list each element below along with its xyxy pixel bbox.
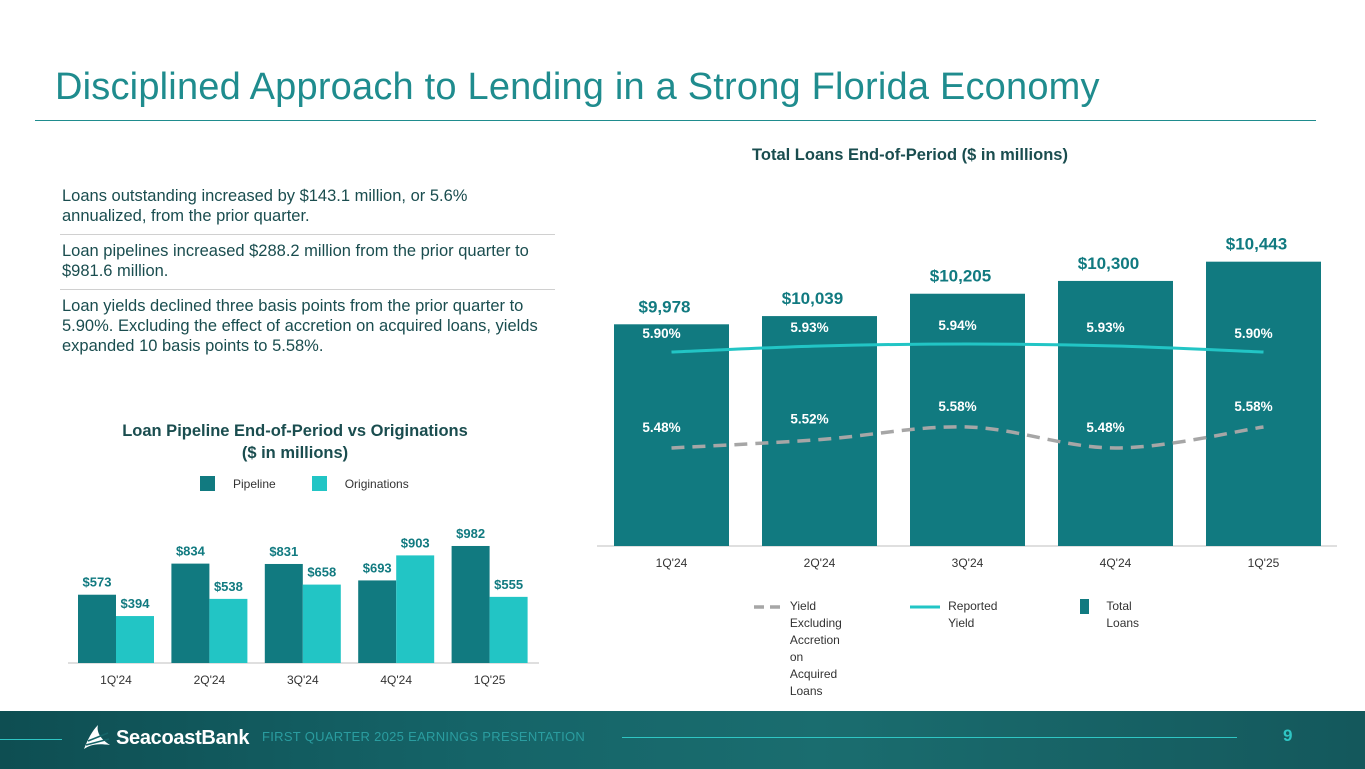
legend-swatch-originations — [311, 476, 327, 491]
pipeline-data-label: $982 — [456, 526, 485, 541]
legend-yield-excl-line3: Acquired Loans — [789, 667, 838, 698]
total-loans-data-label: $10,039 — [782, 289, 843, 308]
bullet-loans-outstanding: Loans outstanding increased by $143.1 mi… — [60, 180, 555, 235]
title-divider — [35, 120, 1316, 121]
pipeline-chart-title-line1: Loan Pipeline End-of-Period vs Originati… — [122, 422, 468, 440]
legend-label-originations: Originations — [344, 476, 409, 491]
originations-data-label: $394 — [121, 596, 151, 611]
originations-bar — [116, 616, 154, 663]
pipeline-x-tick-label: 1Q'24 — [100, 673, 132, 687]
legend-swatch-pipeline — [200, 476, 215, 491]
legend-yield-excl-line2: Accretion on — [789, 633, 840, 664]
footer-rule-left — [0, 739, 62, 740]
pipeline-data-label: $834 — [176, 544, 206, 559]
reported-yield-label: 5.93% — [1086, 320, 1124, 335]
yield-excl-label: 5.48% — [1086, 420, 1124, 435]
originations-bar — [489, 596, 528, 663]
yield-excl-label: 5.52% — [790, 412, 828, 427]
legend-item-yield-excl: Yield Excluding Accretion on Acquired Lo… — [752, 598, 852, 700]
pipeline-bar — [358, 580, 397, 663]
reported-yield-label: 5.90% — [1234, 326, 1272, 341]
yield-excl-line — [671, 425, 1264, 450]
pipeline-x-tick-label: 2Q'24 — [194, 673, 226, 687]
pipeline-bar — [264, 563, 303, 663]
pipeline-chart-legend: Pipeline Originations — [200, 476, 445, 491]
total-loans-bar — [910, 293, 1025, 546]
pipeline-data-label: $693 — [363, 560, 392, 575]
total-loans-x-tick-label: 2Q'24 — [804, 556, 836, 570]
pipeline-x-tick-label: 3Q'24 — [287, 673, 319, 687]
legend-label-yield-excl: Yield Excluding Accretion on Acquired Lo… — [790, 598, 852, 700]
total-loans-data-label: $9,978 — [639, 297, 691, 316]
yield-excl-label: 5.58% — [1234, 399, 1272, 414]
footer-rule-right — [622, 737, 1237, 738]
legend-label-pipeline: Pipeline — [233, 476, 276, 491]
total-loans-data-label: $10,300 — [1078, 254, 1139, 273]
reported-yield-label: 5.90% — [642, 326, 680, 341]
logo-text: SeacoastBank — [116, 726, 250, 749]
pipeline-data-label: $831 — [269, 544, 298, 559]
originations-data-label: $658 — [307, 565, 336, 580]
legend-item-reported-yield: Reported Yield — [910, 598, 1007, 632]
legend-dash-icon — [754, 605, 782, 609]
reported-yield-label: 5.94% — [938, 318, 976, 333]
page-title: Disciplined Approach to Lending in a Str… — [55, 66, 1100, 108]
legend-line-icon — [910, 605, 941, 609]
pipeline-x-tick-label: 4Q'24 — [380, 673, 412, 687]
total-loans-x-tick-label: 3Q'24 — [952, 556, 984, 570]
originations-bar — [209, 598, 248, 663]
reported-yield-label: 5.93% — [790, 320, 828, 335]
footer-bar: SeacoastBank FIRST QUARTER 2025 EARNINGS… — [0, 711, 1365, 769]
yield-excl-label: 5.48% — [642, 420, 680, 435]
total-loans-bar — [1058, 280, 1173, 546]
total-loans-bar — [1206, 261, 1321, 546]
bullet-loan-yields: Loan yields declined three basis points … — [62, 297, 538, 355]
originations-bar — [396, 555, 435, 663]
pipeline-chart-title: Loan Pipeline End-of-Period vs Originati… — [95, 420, 495, 464]
legend-yield-excl-line1: Yield Excluding — [789, 599, 842, 630]
seacoast-logo: SeacoastBank — [82, 723, 249, 753]
bullet-loan-pipelines: Loan pipelines increased $288.2 million … — [60, 235, 555, 290]
originations-data-label: $555 — [494, 577, 523, 592]
originations-bar — [302, 584, 341, 663]
total-loans-bar — [762, 316, 877, 546]
legend-item-total-loans: Total Loans — [1080, 598, 1145, 632]
legend-item-originations: Originations — [311, 476, 409, 491]
total-loans-bar — [614, 324, 729, 546]
pipeline-chart-title-line2: ($ in millions) — [241, 444, 349, 462]
legend-label-total-loans: Total Loans — [1106, 599, 1140, 630]
total-loans-x-tick-label: 1Q'24 — [656, 556, 688, 570]
yield-excl-label: 5.58% — [938, 399, 976, 414]
footer-caption: FIRST QUARTER 2025 EARNINGS PRESENTATION — [262, 729, 586, 744]
total-loans-x-tick-label: 4Q'24 — [1100, 556, 1132, 570]
total-loans-data-label: $10,205 — [930, 267, 991, 286]
legend-label-reported-yield: Reported Yield — [948, 599, 998, 630]
pipeline-bar — [451, 545, 490, 663]
pipeline-data-label: $573 — [83, 575, 112, 590]
pipeline-x-tick-label: 1Q'25 — [474, 673, 506, 687]
total-loans-data-label: $10,443 — [1226, 235, 1287, 254]
originations-data-label: $538 — [214, 579, 243, 594]
legend-item-pipeline: Pipeline — [200, 476, 276, 491]
total-loans-chart-title: Total Loans End-of-Period ($ in millions… — [752, 146, 1068, 164]
pipeline-bar — [78, 594, 116, 663]
sail-icon — [84, 725, 110, 749]
pipeline-bar — [171, 563, 210, 663]
total-loans-x-tick-label: 1Q'25 — [1248, 556, 1280, 570]
page-number: 9 — [1283, 726, 1293, 745]
originations-data-label: $903 — [401, 535, 430, 550]
legend-swatch-total-loans — [1080, 599, 1090, 614]
summary-bullets: Loans outstanding increased by $143.1 mi… — [60, 180, 555, 364]
reported-yield-line — [671, 342, 1264, 354]
